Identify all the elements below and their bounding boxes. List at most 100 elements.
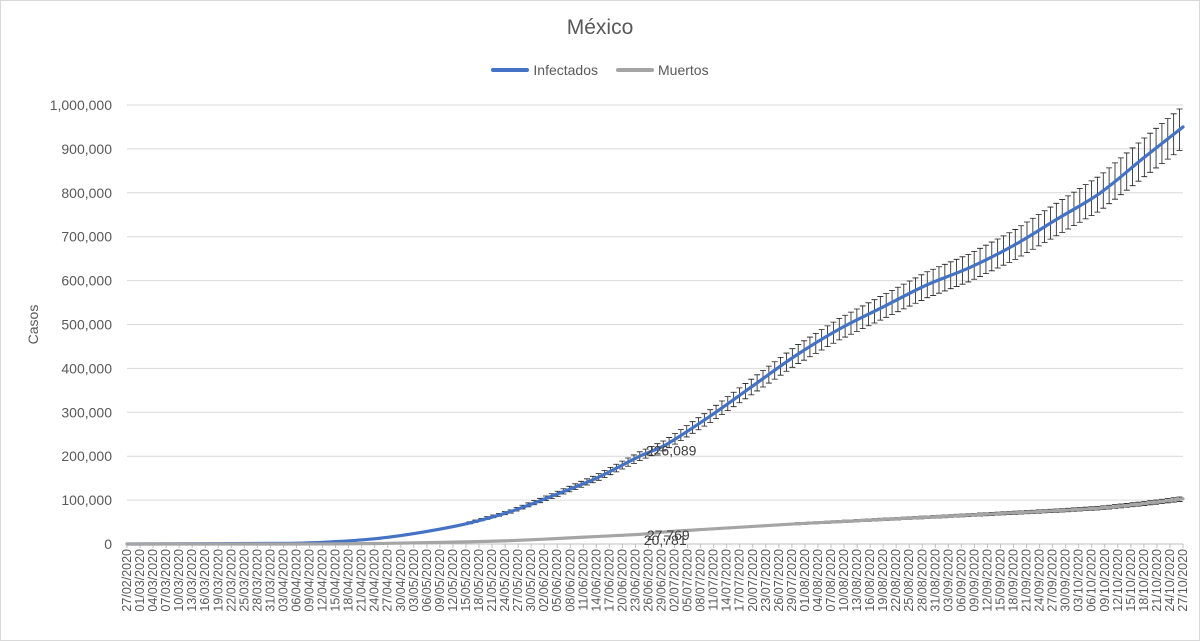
series-line-muertos <box>125 497 1185 546</box>
x-tick-label: 03/04/2020 <box>276 549 290 612</box>
y-tick-label: 900,000 <box>61 141 112 157</box>
data-label: 20,781 <box>644 532 687 548</box>
x-tick-label: 11/06/2020 <box>576 549 590 611</box>
x-tick-label: 12/05/2020 <box>446 549 460 612</box>
y-tick-label: 200,000 <box>61 448 112 464</box>
y-tick-label: 400,000 <box>61 360 112 376</box>
x-tick-label: 21/09/2020 <box>1020 549 1034 612</box>
x-tick-label: 27/09/2020 <box>1046 549 1060 612</box>
x-tick-label: 14/07/2020 <box>720 549 734 612</box>
x-tick-label: 04/03/2020 <box>146 549 160 612</box>
x-tick-label: 02/06/2020 <box>537 549 551 612</box>
x-tick-label: 24/09/2020 <box>1033 549 1047 612</box>
x-tick-label: 12/10/2020 <box>1111 549 1125 612</box>
x-tick-label: 06/09/2020 <box>954 549 968 612</box>
x-tick-label: 13/03/2020 <box>185 549 199 612</box>
x-tick-label: 26/07/2020 <box>772 549 786 612</box>
x-tick-label: 10/08/2020 <box>837 549 851 612</box>
error-bars-infectados <box>466 108 1183 525</box>
series-line-infectados <box>125 125 1185 546</box>
x-tick-label: 18/04/2020 <box>342 549 356 612</box>
y-tick-label: 1,000,000 <box>50 97 112 113</box>
y-tick-label: 300,000 <box>61 404 112 420</box>
x-tick-label: 15/05/2020 <box>459 549 473 612</box>
x-tick-label: 06/05/2020 <box>420 549 434 612</box>
x-tick-label: 25/08/2020 <box>902 549 916 612</box>
x-tick-label: 30/05/2020 <box>524 549 538 612</box>
x-tick-label: 23/06/2020 <box>628 549 642 612</box>
x-tick-label: 29/06/2020 <box>655 549 669 612</box>
x-tick-label: 04/08/2020 <box>811 549 825 612</box>
x-tick-label: 17/07/2020 <box>733 549 747 612</box>
x-tick-label: 28/08/2020 <box>915 549 929 612</box>
x-tick-label: 16/03/2020 <box>198 549 212 612</box>
x-tick-label: 03/05/2020 <box>407 549 421 612</box>
x-tick-label: 25/03/2020 <box>237 549 251 612</box>
y-axis-title: Casos <box>25 305 41 345</box>
x-tick-label: 12/09/2020 <box>980 549 994 612</box>
x-tick-label: 18/05/2020 <box>472 549 486 612</box>
y-tick-label: 0 <box>104 536 112 552</box>
y-tick-label: 700,000 <box>61 229 112 245</box>
x-tick-label: 09/10/2020 <box>1098 549 1112 612</box>
x-tick-label: 20/06/2020 <box>615 549 629 612</box>
y-tick-label: 500,000 <box>61 317 112 333</box>
x-tick-label: 08/06/2020 <box>563 549 577 612</box>
x-tick-label: 17/06/2020 <box>602 549 616 612</box>
data-label: 27,769 <box>647 527 690 543</box>
x-tick-label: 21/10/2020 <box>1150 549 1164 612</box>
x-tick-label: 06/10/2020 <box>1085 549 1099 612</box>
x-tick-label: 21/05/2020 <box>485 549 499 612</box>
x-tick-label: 24/10/2020 <box>1163 549 1177 612</box>
legend-swatch-infectados <box>491 68 530 72</box>
x-tick-label: 19/03/2020 <box>211 549 225 612</box>
x-tick-label: 13/08/2020 <box>850 549 864 612</box>
data-label: 226,089 <box>646 443 697 459</box>
x-tick-label: 18/09/2020 <box>1007 549 1021 612</box>
x-tick-label: 27/05/2020 <box>511 549 525 612</box>
x-tick-label: 01/08/2020 <box>798 549 812 612</box>
legend-item-muertos: Muertos <box>616 62 709 78</box>
x-tick-label: 07/08/2020 <box>824 549 838 612</box>
x-tick-label: 07/03/2020 <box>159 549 173 612</box>
x-tick-label: 21/04/2020 <box>355 549 369 612</box>
x-tick-label: 05/07/2020 <box>681 549 695 612</box>
x-tick-label: 18/10/2020 <box>1137 549 1151 612</box>
x-tick-label: 30/09/2020 <box>1059 549 1073 612</box>
x-tick-label: 31/08/2020 <box>928 549 942 612</box>
x-tick-label: 09/04/2020 <box>303 549 317 612</box>
legend: Infectados Muertos <box>0 62 1200 78</box>
x-tick-label: 14/06/2020 <box>589 549 603 612</box>
x-tick-label: 31/03/2020 <box>263 549 277 612</box>
x-tick-label: 29/07/2020 <box>785 549 799 612</box>
x-tick-label: 22/03/2020 <box>224 549 238 612</box>
x-tick-label: 03/09/2020 <box>941 549 955 612</box>
x-tick-label: 12/04/2020 <box>316 549 330 612</box>
x-tick-label: 01/03/2020 <box>133 549 147 612</box>
x-tick-label: 26/06/2020 <box>641 549 655 612</box>
x-tick-label: 15/09/2020 <box>993 549 1007 612</box>
legend-item-infectados: Infectados <box>491 62 598 78</box>
y-tick-label: 600,000 <box>61 273 112 289</box>
x-tick-label: 27/02/2020 <box>120 549 134 612</box>
y-tick-label: 100,000 <box>61 492 112 508</box>
x-tick-label: 15/10/2020 <box>1124 549 1138 612</box>
x-tick-label: 02/07/2020 <box>668 549 682 612</box>
x-tick-label: 09/09/2020 <box>967 549 981 612</box>
chart-title: México <box>566 16 634 39</box>
x-tick-label: 30/04/2020 <box>394 549 408 612</box>
x-tick-label: 08/07/2020 <box>694 549 708 612</box>
x-tick-label: 24/05/2020 <box>498 549 512 612</box>
x-tick-label: 27/04/2020 <box>381 549 395 612</box>
x-tick-label: 06/04/2020 <box>289 549 303 612</box>
x-tick-label: 27/10/2020 <box>1176 549 1190 612</box>
x-tick-label: 28/03/2020 <box>250 549 264 612</box>
x-tick-label: 11/07/2020 <box>707 549 721 611</box>
legend-label-muertos: Muertos <box>658 62 709 78</box>
x-tick-label: 20/07/2020 <box>746 549 760 612</box>
x-tick-label: 03/10/2020 <box>1072 549 1086 612</box>
legend-label-infectados: Infectados <box>533 62 599 78</box>
x-tick-label: 24/04/2020 <box>368 549 382 612</box>
legend-swatch-muertos <box>616 68 655 72</box>
